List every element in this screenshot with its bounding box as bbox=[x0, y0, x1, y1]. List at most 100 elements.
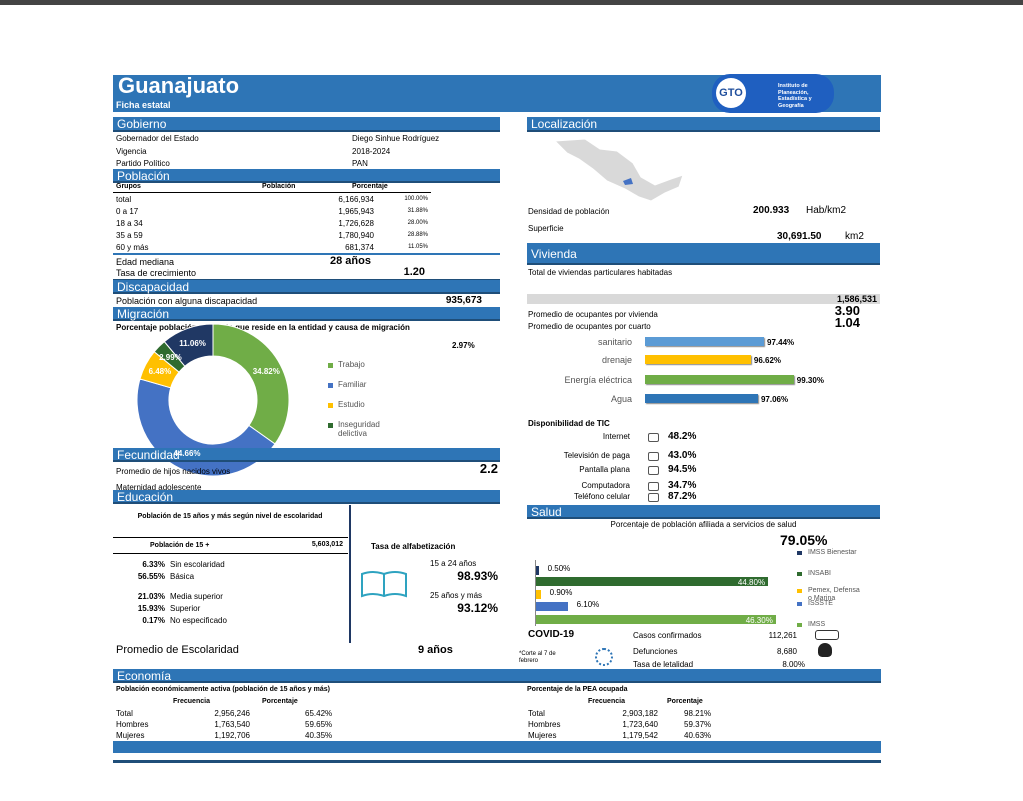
bar-value: 46.30% bbox=[745, 616, 773, 625]
health-bar bbox=[536, 590, 541, 599]
legend-swatch bbox=[328, 423, 333, 428]
row-label: Gobernador del Estado bbox=[116, 134, 199, 143]
rule bbox=[113, 253, 500, 255]
row-percent: 28.00% bbox=[407, 220, 428, 226]
service-label: drenaje bbox=[601, 355, 632, 365]
row-label: Tasa de crecimiento bbox=[116, 268, 197, 278]
row-label: Total de viviendas particulares habitada… bbox=[528, 268, 673, 277]
table-title: Población económicamente activa (poblaci… bbox=[116, 686, 330, 693]
divider bbox=[349, 505, 351, 643]
row-value: 1,965,943 bbox=[338, 207, 374, 216]
row-percent: 31.88% bbox=[407, 208, 428, 214]
legend-swatch bbox=[328, 383, 333, 388]
service-bar bbox=[645, 337, 765, 346]
row-label: Partido Político bbox=[116, 159, 170, 168]
health-bar bbox=[536, 566, 539, 575]
row-label: Hombres bbox=[116, 720, 149, 729]
row-label: Maternidad adolescente bbox=[116, 483, 202, 492]
column-header: Frecuencia bbox=[588, 698, 625, 705]
virus-icon bbox=[595, 648, 613, 666]
level-label: Media superior bbox=[170, 592, 223, 601]
row-value: 1.04 bbox=[834, 315, 860, 330]
top-bar bbox=[0, 0, 1023, 5]
service-label: Agua bbox=[610, 394, 632, 404]
legend-label: Trabajo bbox=[338, 360, 365, 369]
column-header: Frecuencia bbox=[173, 698, 210, 705]
row-value: 2,903,182 bbox=[622, 709, 658, 718]
legend-label: IMSS bbox=[808, 621, 826, 628]
column-header: Grupos bbox=[116, 183, 141, 190]
row-value: 1,763,540 bbox=[214, 720, 250, 729]
section-title: Salud bbox=[527, 505, 880, 519]
row-label: 35 a 59 bbox=[116, 231, 143, 240]
box-title: Tasa de alfabetización bbox=[371, 542, 456, 551]
row-label: 25 años y más bbox=[430, 591, 483, 600]
total-value: 2.97% bbox=[452, 341, 475, 350]
row-label: Total bbox=[528, 709, 545, 718]
header-subtitle: Ficha estatal bbox=[116, 100, 171, 110]
row-value: 8,680 bbox=[776, 647, 797, 656]
column-header: Porcentaje bbox=[352, 183, 388, 190]
segment-label: 6.48% bbox=[148, 367, 172, 377]
logo-institute: Instituto de Planeación, Estadística y G… bbox=[778, 83, 812, 109]
level-label: No especificado bbox=[170, 616, 227, 625]
footer-band bbox=[113, 741, 881, 753]
legend-label: Estudio bbox=[338, 400, 365, 409]
row-label: Pantalla plana bbox=[579, 465, 630, 474]
health-bar bbox=[536, 577, 769, 586]
note: *Corte al 7 de febrero bbox=[519, 651, 556, 664]
tic-icon bbox=[648, 482, 659, 491]
row-value: 34.7% bbox=[668, 480, 697, 491]
row-value: 93.12% bbox=[457, 601, 498, 615]
total-value: 79.05% bbox=[780, 532, 828, 548]
bar-value: 0.90% bbox=[549, 588, 573, 597]
tic-icon bbox=[648, 466, 659, 475]
section-title: Vivienda bbox=[527, 243, 880, 265]
legend-swatch bbox=[797, 602, 802, 606]
row-label: Promedio de ocupantes por cuarto bbox=[528, 322, 651, 331]
legend-swatch bbox=[797, 551, 802, 555]
row-value: 30,691.50 bbox=[777, 231, 822, 242]
row-value: 2,956,246 bbox=[214, 709, 250, 718]
row-value: 9 años bbox=[418, 644, 453, 656]
level-percent: 6.33% bbox=[142, 560, 165, 569]
row-value: 28 años bbox=[330, 255, 371, 267]
map bbox=[553, 138, 684, 202]
rule bbox=[113, 279, 500, 280]
level-label: Básica bbox=[170, 572, 195, 581]
section-title: Economía bbox=[113, 669, 881, 683]
row-label: Promedio de Escolaridad bbox=[116, 644, 239, 656]
donut-segment bbox=[212, 323, 290, 445]
row-value: 1,179,542 bbox=[622, 731, 658, 740]
row-percent: 65.42% bbox=[305, 709, 333, 718]
logo-text: GTO bbox=[719, 87, 743, 99]
level-percent: 21.03% bbox=[137, 592, 165, 601]
row-value: 1,726,628 bbox=[338, 219, 374, 228]
row-label: Defunciones bbox=[633, 647, 678, 656]
row-label: 18 a 34 bbox=[116, 219, 143, 228]
total-band bbox=[527, 294, 880, 304]
row-value: 112,261 bbox=[768, 631, 797, 640]
legend-swatch bbox=[797, 623, 802, 627]
country-shape bbox=[553, 138, 684, 202]
section-title: Fecundidad bbox=[113, 448, 500, 462]
section-title: Discapacidad bbox=[113, 280, 500, 294]
row-value: 8.00% bbox=[782, 660, 805, 669]
row-value: 1.20 bbox=[403, 266, 425, 278]
legend-label: Inseguridad delictiva bbox=[338, 420, 380, 439]
section-title: Gobierno bbox=[113, 117, 500, 132]
row-percent: 40.63% bbox=[684, 731, 712, 740]
health-bar bbox=[536, 615, 776, 624]
legend-label: IMSS Bienestar bbox=[808, 549, 857, 556]
skull-icon bbox=[818, 643, 832, 657]
row-percent: 11.05% bbox=[408, 244, 428, 250]
row-label: Mujeres bbox=[116, 731, 145, 740]
legend-label: INSABI bbox=[808, 570, 831, 577]
row-value: 2.2 bbox=[479, 461, 498, 476]
row-value: 5,603,012 bbox=[311, 541, 343, 548]
legend-swatch bbox=[797, 589, 802, 593]
service-bar bbox=[645, 394, 758, 403]
logo-circle bbox=[716, 78, 746, 108]
row-value: 200.933 bbox=[753, 205, 790, 216]
row-percent: 59.37% bbox=[684, 720, 712, 729]
